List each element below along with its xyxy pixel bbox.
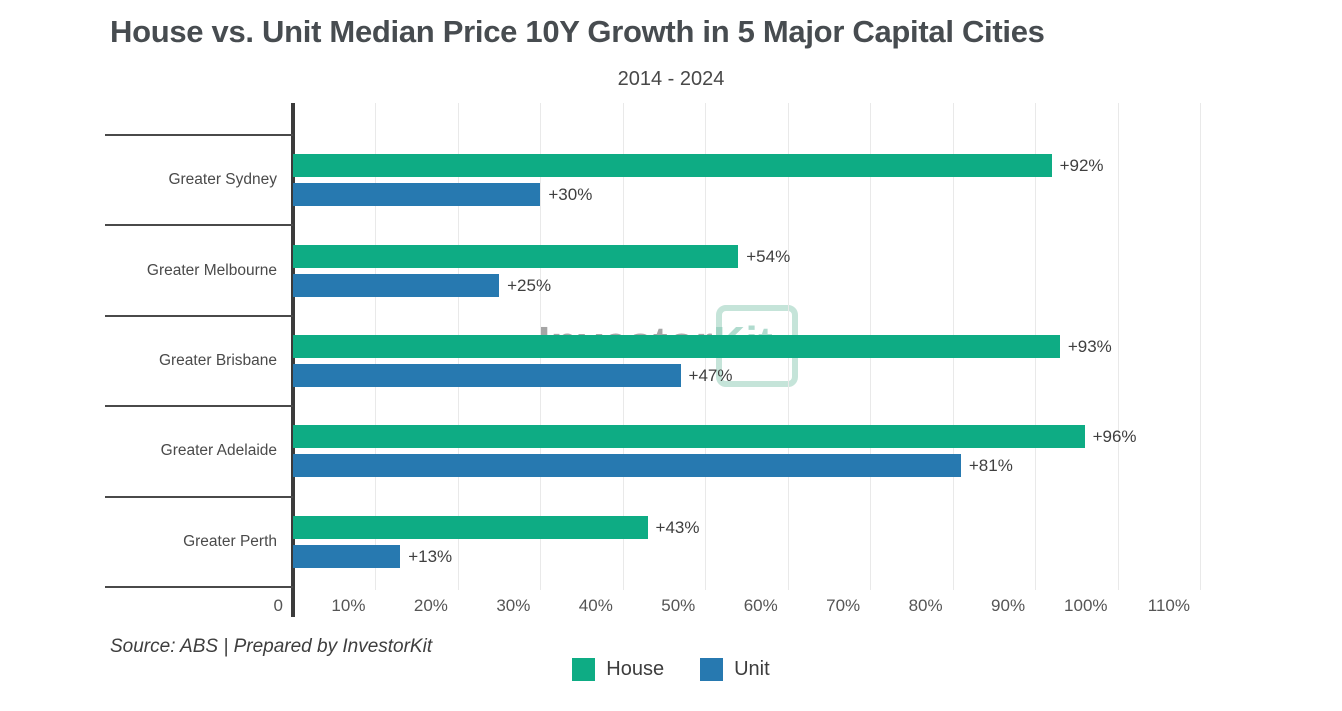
legend-swatch-house	[572, 658, 596, 681]
bar-value-label: +30%	[548, 185, 593, 205]
bar-value-label: +93%	[1067, 337, 1112, 356]
x-tick-label: 80%	[908, 596, 943, 615]
bar-value-label: +43%	[655, 517, 700, 537]
y-axis-line	[291, 103, 295, 617]
bar-value-label: +81%	[968, 456, 1013, 476]
category-label: Greater Brisbane	[158, 352, 277, 369]
legend-label: House	[606, 658, 665, 680]
category-separator	[105, 314, 293, 317]
plot-area: InvestorKit Greater Sydney+92%+30%Greate…	[105, 103, 1201, 617]
bar-unit	[293, 183, 541, 207]
gridline-100%	[1117, 103, 1119, 590]
legend-swatch-unit	[700, 658, 724, 681]
bar-value-label: +92%	[1059, 156, 1104, 176]
bar-house	[293, 515, 648, 539]
bar-value-label: +96%	[1092, 427, 1137, 447]
x-tick-label: 30%	[496, 596, 531, 615]
x-tick-label: 50%	[661, 596, 696, 615]
bar-house	[293, 335, 1060, 358]
legend: House Unit	[0, 658, 1342, 681]
x-tick-label: 60%	[743, 596, 778, 615]
legend-item-unit: Unit	[700, 658, 770, 681]
bar-house	[293, 244, 739, 268]
chart-title: House vs. Unit Median Price 10Y Growth i…	[110, 14, 1045, 49]
legend-item-house: House	[572, 658, 664, 681]
category-separator	[105, 134, 293, 136]
category-separator	[105, 586, 293, 588]
x-tick-label: 10%	[331, 596, 366, 615]
bar-value-label: +13%	[408, 546, 453, 566]
bar-house	[293, 425, 1085, 449]
bar-unit	[293, 364, 681, 387]
category-separator	[105, 224, 293, 227]
bar-unit	[293, 454, 961, 478]
category-label: Greater Melbourne	[146, 261, 277, 279]
bar-house	[293, 154, 1052, 178]
x-tick-label: 0	[273, 596, 283, 615]
bar-value-label: +25%	[507, 275, 552, 295]
category-separator	[105, 405, 293, 408]
source-note: Source: ABS | Prepared by InvestorKit	[110, 636, 433, 657]
category-label: Greater Adelaide	[160, 442, 277, 460]
bar-unit	[293, 273, 500, 297]
bar-value-label: +47%	[688, 366, 733, 385]
category-label: Greater Perth	[183, 532, 277, 550]
bar-value-label: +54%	[746, 246, 791, 266]
category-separator	[105, 495, 293, 498]
x-tick-label: 20%	[413, 596, 448, 615]
x-tick-label: 110%	[1147, 596, 1190, 615]
x-tick-label: 90%	[991, 596, 1026, 615]
gridline-110%	[1200, 103, 1201, 590]
legend-label: Unit	[734, 658, 770, 680]
bar-unit	[293, 544, 401, 568]
x-tick-label: 100%	[1064, 596, 1108, 615]
chart-subtitle: 2014 - 2024	[617, 68, 725, 90]
category-label: Greater Sydney	[168, 171, 277, 189]
x-tick-label: 40%	[578, 596, 613, 615]
x-tick-label: 70%	[826, 596, 861, 615]
